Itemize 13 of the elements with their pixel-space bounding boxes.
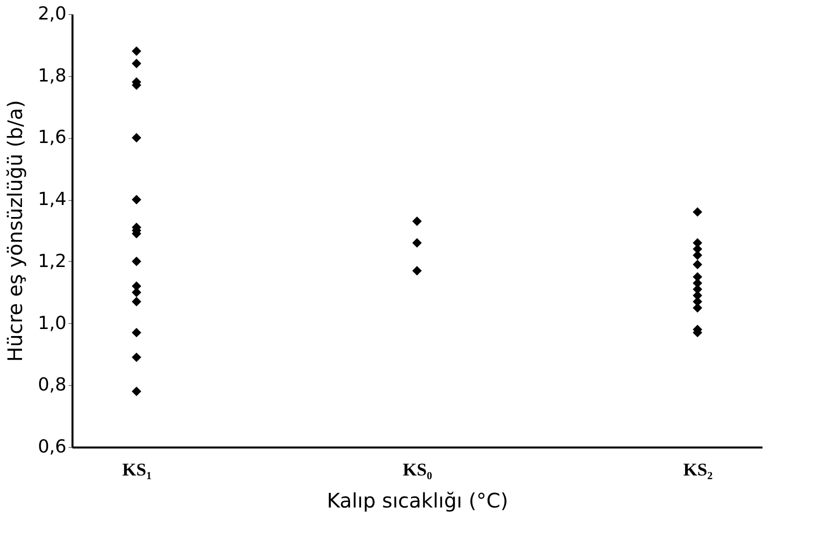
- x-tick-label: KS₁: [122, 460, 152, 480]
- x-tick-label: KS₀: [402, 460, 432, 480]
- y-tick-label: 1,6: [38, 127, 66, 148]
- y-axis-title: Hücre eş yönsüzlüğü (b/a): [2, 100, 27, 362]
- y-tick-label: 1,2: [38, 250, 66, 272]
- x-axis-title: Kalıp sıcaklığı (°C): [326, 488, 508, 512]
- x-tick-label: KS₂: [683, 460, 713, 480]
- y-tick-label: 1,4: [38, 189, 66, 210]
- y-tick-label: 1,0: [38, 312, 66, 334]
- y-tick-label: 1,8: [38, 65, 66, 86]
- y-tick-label: 0,6: [38, 436, 66, 458]
- y-tick-label: 0,8: [38, 374, 66, 396]
- y-tick-label: 2,0: [38, 4, 66, 24]
